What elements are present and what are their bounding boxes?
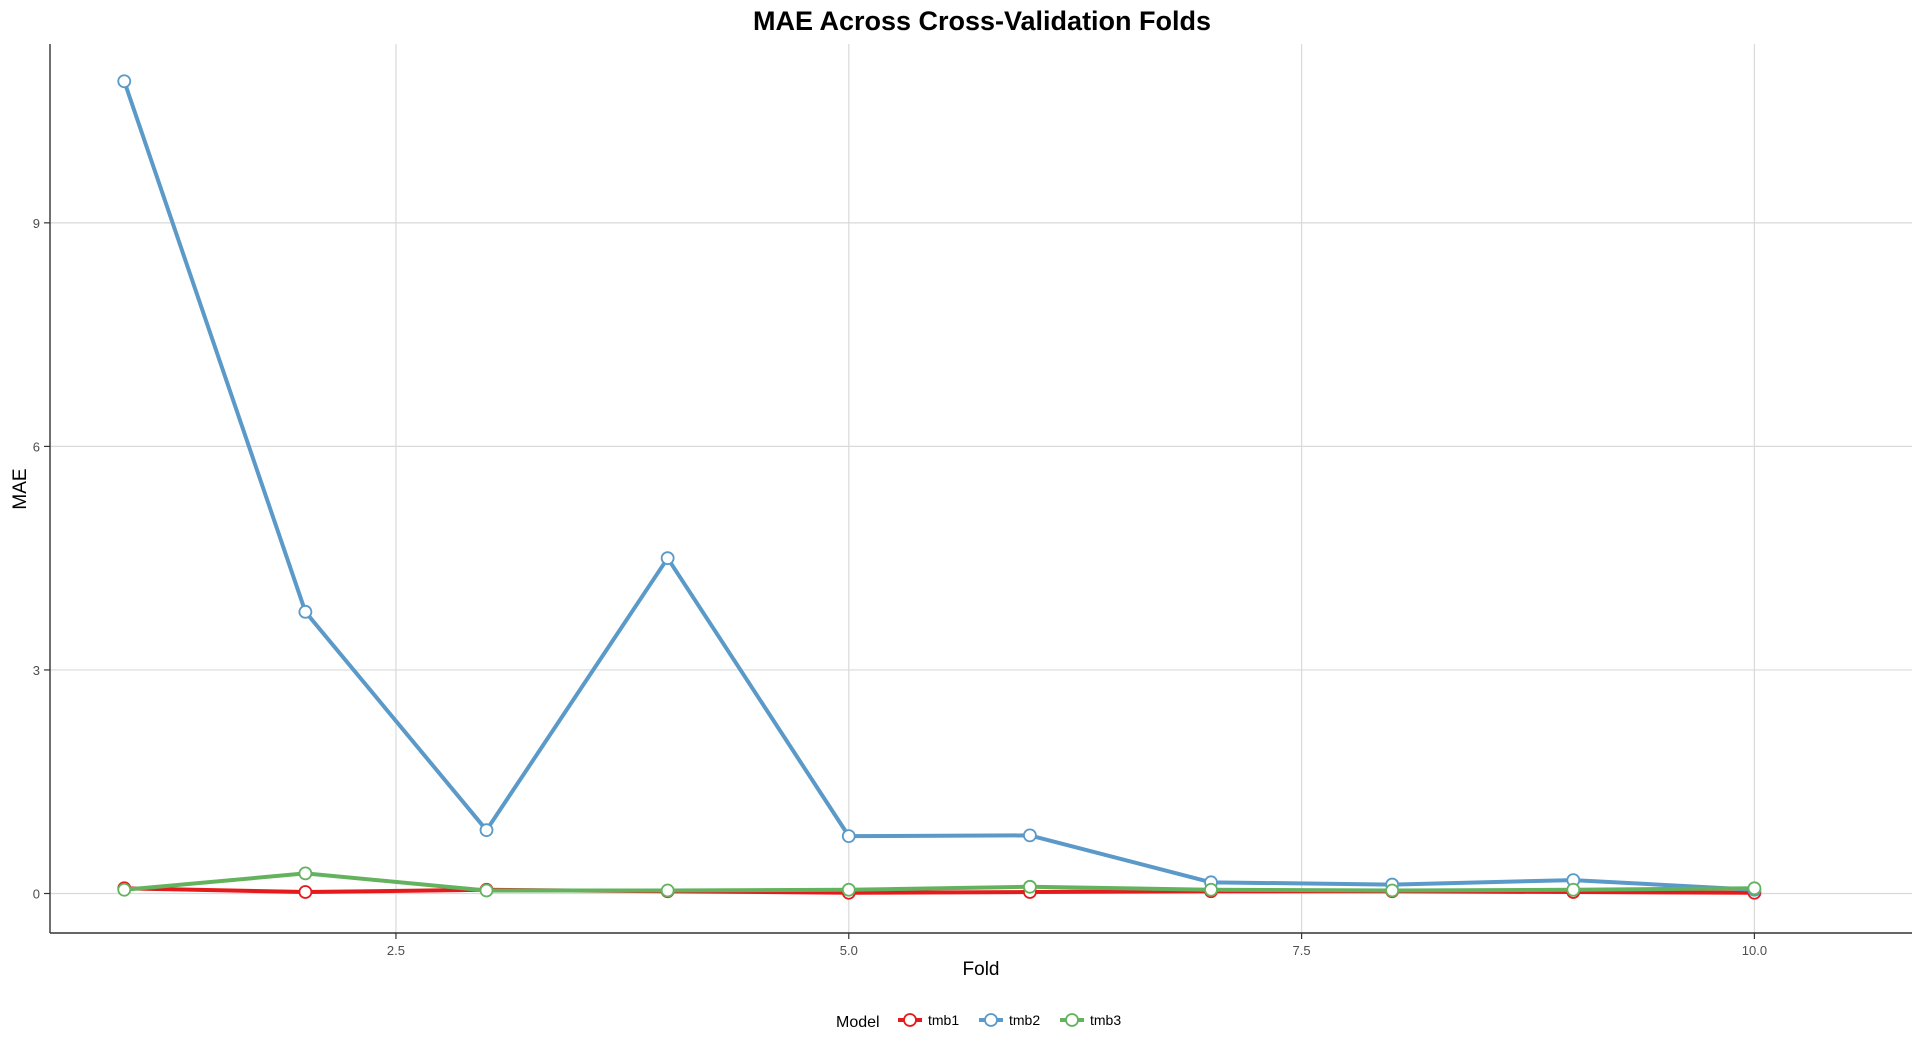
data-point-tmb2 (298, 604, 313, 619)
series-line-tmb2 (122, 79, 1757, 892)
series-line-tmb3 (122, 871, 1757, 893)
y-tick-label: 6 (33, 439, 40, 454)
legend-item-tmb1: tmb1 (898, 1012, 959, 1028)
legend-item-tmb3: tmb3 (1060, 1012, 1121, 1028)
legend: Model tmb1 tmb2 tmb3 (836, 1012, 1121, 1031)
data-point-tmb3 (841, 882, 856, 897)
data-point-tmb3 (660, 883, 675, 898)
data-point-tmb3 (1566, 882, 1581, 897)
data-point-tmb2 (117, 74, 132, 89)
legend-key-point (903, 1013, 917, 1027)
legend-title: Model (836, 1014, 880, 1031)
series-tmb2 (117, 74, 1762, 897)
data-point-tmb2 (660, 551, 675, 566)
legend-item-tmb2: tmb2 (979, 1012, 1040, 1028)
data-point-tmb3 (1204, 882, 1218, 897)
series-tmb3 (117, 866, 1762, 898)
data-point-tmb3 (479, 883, 494, 898)
data-point-tmb3 (117, 882, 132, 897)
data-point-tmb3 (1747, 881, 1762, 896)
axes (49, 44, 1912, 934)
data-point-tmb1 (298, 885, 313, 899)
x-tick-label: 2.5 (387, 943, 405, 958)
x-tick-label: 5.0 (840, 943, 858, 958)
chart-title: MAE Across Cross-Validation Folds (753, 6, 1211, 36)
y-tick-label: 9 (33, 216, 40, 231)
x-tick-label: 7.5 (1293, 943, 1311, 958)
legend-key-point (984, 1013, 998, 1027)
data-series (117, 74, 1762, 900)
legend-key-point (1065, 1013, 1079, 1027)
legend-label: tmb3 (1090, 1012, 1121, 1028)
x-axis-title: Fold (963, 959, 1000, 980)
legend-label: tmb1 (928, 1012, 959, 1028)
x-tick-label: 10.0 (1742, 943, 1767, 958)
y-tick-label: 0 (33, 887, 40, 902)
grid-lines (50, 44, 1912, 933)
data-point-tmb3 (1385, 883, 1400, 898)
y-tick-label: 3 (33, 663, 40, 678)
legend-label: tmb2 (1009, 1012, 1040, 1028)
y-axis-title: MAE (10, 468, 31, 509)
data-point-tmb3 (1023, 879, 1037, 894)
data-point-tmb2 (841, 829, 856, 844)
data-point-tmb3 (298, 866, 313, 881)
data-point-tmb2 (479, 823, 494, 838)
axis-ticks: 2.5 5.0 7.5 10.0 0 3 6 9 (33, 216, 1767, 958)
data-point-tmb2 (1023, 828, 1037, 843)
